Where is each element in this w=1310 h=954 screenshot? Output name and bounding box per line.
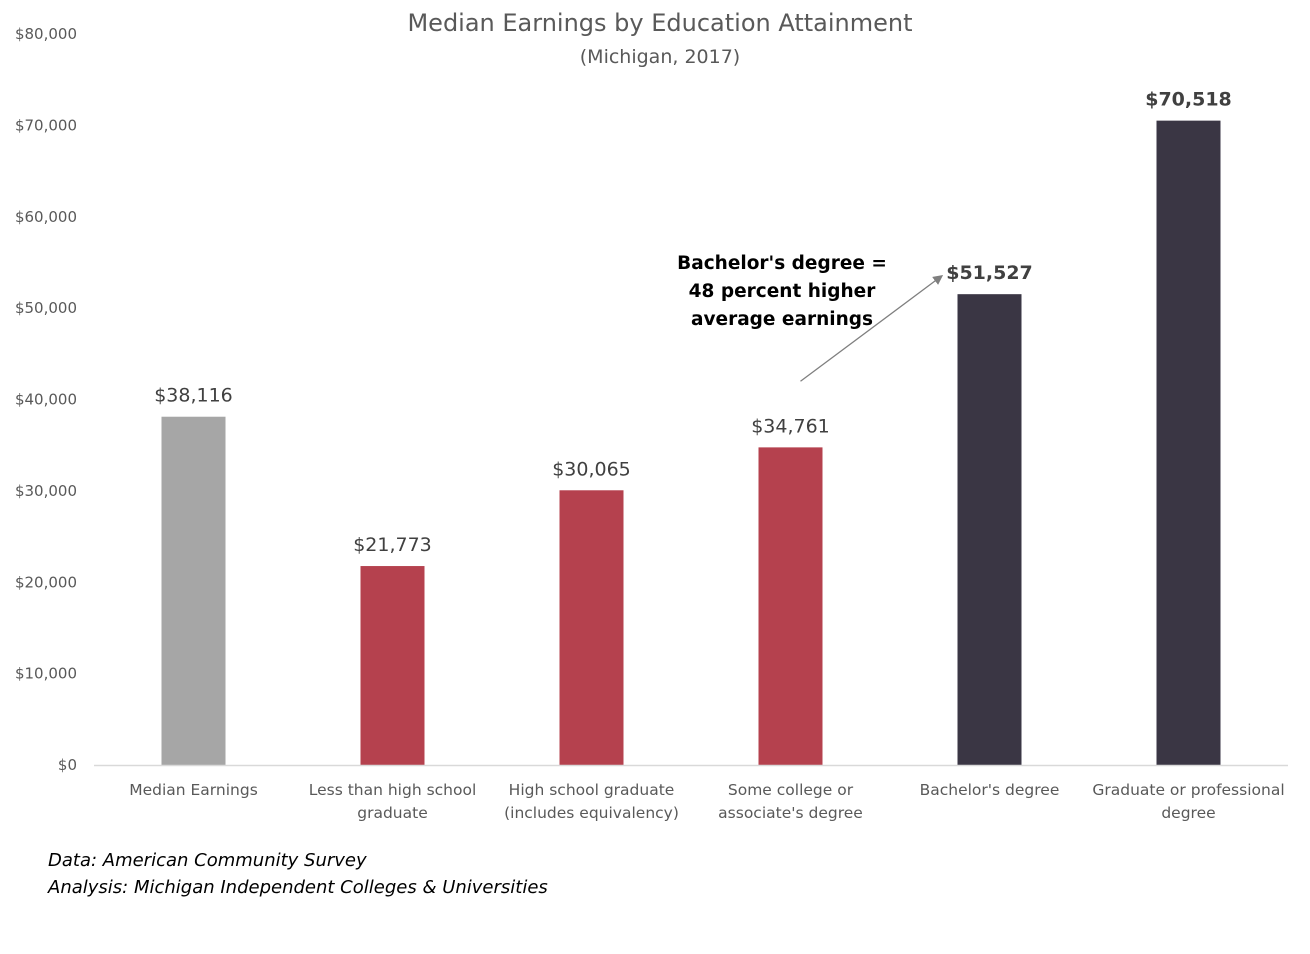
y-tick-label: $50,000: [15, 299, 77, 317]
x-tick-label: Less than high school graduate: [309, 781, 477, 822]
data-label: $21,773: [353, 534, 432, 556]
y-tick-label: $20,000: [15, 573, 77, 591]
x-tick-label-line: Bachelor's degree: [920, 781, 1060, 799]
annotation-line: average earnings: [691, 309, 873, 330]
x-tick-label: High school graduate (includes equivalenc…: [504, 781, 679, 822]
chart-subtitle: (Michigan, 2017): [580, 46, 740, 68]
data-label: $51,527: [946, 262, 1033, 284]
analysis-note: Analysis: Michigan Independent Colleges …: [48, 877, 548, 898]
y-tick-label: $60,000: [15, 208, 77, 226]
chart-title: Median Earnings by Education Attainment: [407, 9, 912, 37]
x-tick-label-line: associate's degree: [718, 804, 863, 822]
annotation-line: 48 percent higher: [689, 281, 877, 302]
bar: [559, 490, 624, 765]
x-axis: Median Earnings Less than high school grad…: [94, 764, 1288, 822]
x-tick-label-line: Less than high school: [309, 781, 477, 799]
x-tick-label: Graduate or professional degree: [1092, 781, 1284, 822]
bar: [957, 294, 1022, 765]
bar: [161, 416, 226, 765]
data-source-note: Data: American Community Survey: [48, 850, 367, 871]
bars: [161, 120, 1221, 765]
data-label: $34,761: [751, 415, 830, 437]
y-tick-label: $10,000: [15, 665, 77, 683]
annotation-line: Bachelor's degree =: [677, 253, 887, 274]
annotation: Bachelor's degree = 48 percent higher aver…: [677, 253, 944, 382]
data-label: $30,065: [552, 458, 631, 480]
annotation-arrow: [800, 274, 944, 382]
x-tick-label-line: High school graduate: [509, 781, 675, 799]
x-tick-label-line: (includes equivalency): [504, 804, 679, 822]
y-tick-label: $40,000: [15, 391, 77, 409]
bar: [360, 566, 425, 765]
bar: [1156, 120, 1221, 765]
x-tick-label: Bachelor's degree: [920, 781, 1060, 799]
y-axis: $0 $10,000 $20,000 $30,000 $40,000 $50,000 $60…: [15, 25, 77, 774]
y-tick-label: $70,000: [15, 116, 77, 134]
data-label: $70,518: [1145, 89, 1232, 111]
x-tick-label-line: graduate: [357, 804, 427, 822]
x-tick-label-line: Graduate or professional: [1092, 781, 1284, 799]
annotation-text: Bachelor's degree = 48 percent higher aver…: [677, 253, 887, 330]
y-tick-label: $0: [58, 756, 77, 774]
y-tick-label: $30,000: [15, 482, 77, 500]
data-label: $38,116: [154, 385, 233, 407]
data-labels: $38,116 $21,773 $30,065 $34,761 $51,527 $70,5…: [154, 89, 1232, 556]
x-tick-label-line: degree: [1161, 804, 1215, 822]
x-tick-label: Some college or associate's degree: [718, 781, 863, 822]
x-tick-label-line: Median Earnings: [129, 781, 258, 799]
x-tick-label: Median Earnings: [129, 781, 258, 799]
x-tick-label-line: Some college or: [728, 781, 854, 799]
y-tick-label: $80,000: [15, 25, 77, 43]
bar: [758, 447, 823, 765]
